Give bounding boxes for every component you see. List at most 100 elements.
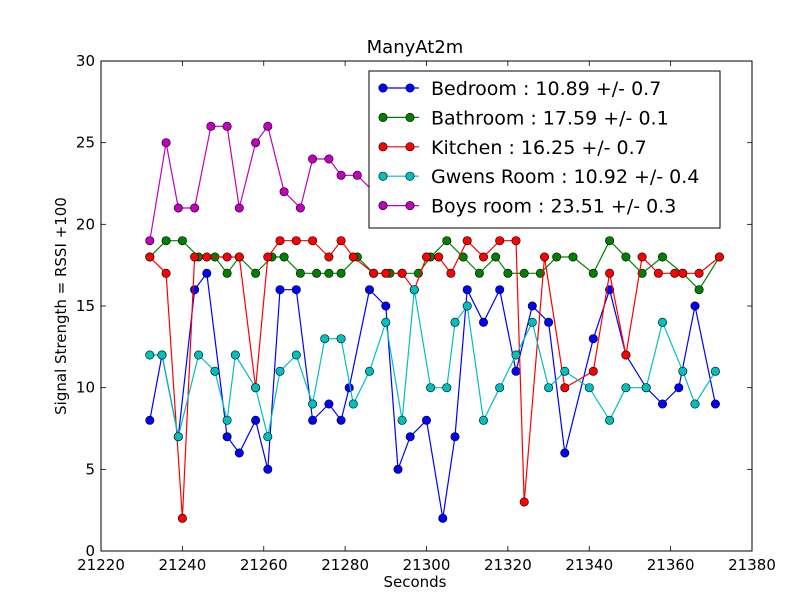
series-0-point-27 [544, 317, 554, 327]
series-3-point-35 [690, 399, 700, 409]
series-2-point-14 [348, 252, 358, 262]
series-2-point-2 [177, 513, 187, 523]
series-1-point-12 [324, 268, 334, 278]
series-0-point-7 [251, 415, 261, 425]
series-4-point-7 [251, 138, 261, 148]
series-3-point-16 [381, 317, 391, 327]
series-3-point-25 [511, 350, 521, 360]
series-1-point-22 [474, 268, 484, 278]
series-0-point-19 [421, 415, 431, 425]
series-1-point-29 [588, 268, 598, 278]
series-2-point-27 [539, 252, 549, 262]
legend-marker-right-3 [405, 171, 415, 181]
series-3-point-21 [450, 317, 460, 327]
series-2-point-37 [714, 252, 724, 262]
series-3-point-0 [145, 350, 155, 360]
series-1-point-11 [312, 268, 322, 278]
series-3-point-2 [173, 432, 183, 442]
series-3-point-34 [678, 366, 688, 376]
series-2-point-11 [308, 236, 318, 246]
series-2-point-29 [588, 366, 598, 376]
series-0-point-22 [462, 285, 472, 295]
series-2-point-34 [670, 268, 680, 278]
legend-box [368, 70, 721, 229]
series-line-1 [149, 239, 720, 291]
x-tick-label-3: 21280 [321, 556, 369, 574]
series-4-point-2 [173, 203, 183, 213]
series-1-point-13 [336, 268, 346, 278]
series-0-point-3 [190, 285, 200, 295]
series-3-point-7 [251, 383, 261, 393]
series-0-point-6 [234, 448, 244, 458]
series-1-point-31 [621, 252, 631, 262]
series-2-point-6 [234, 252, 244, 262]
series-0-point-29 [588, 334, 598, 344]
legend-marker-right-1 [405, 112, 415, 122]
series-3-point-29 [584, 383, 594, 393]
series-2-point-26 [519, 497, 529, 507]
series-1-point-30 [605, 236, 615, 246]
series-0-point-9 [275, 285, 285, 295]
y-tick-label-6: 30 [76, 52, 95, 70]
x-tick-label-4: 21300 [403, 556, 451, 574]
series-2-point-10 [291, 236, 301, 246]
series-1-point-10 [295, 268, 305, 278]
series-2-point-33 [653, 268, 663, 278]
series-3-point-9 [275, 366, 285, 376]
series-3-point-17 [397, 415, 407, 425]
x-tick-label-8: 21380 [728, 556, 776, 574]
series-4-point-1 [161, 138, 171, 148]
series-3-point-15 [364, 366, 374, 376]
series-line-4 [149, 124, 375, 241]
series-0-point-10 [291, 285, 301, 295]
x-tick-label-2: 21260 [240, 556, 288, 574]
series-2-point-5 [222, 252, 232, 262]
legend-marker-left-0 [378, 83, 388, 93]
series-1-point-1 [161, 236, 171, 246]
series-2-point-24 [495, 236, 505, 246]
series-2-point-17 [397, 268, 407, 278]
legend-label-3: Gwens Room : 10.92 +/- 0.4 [431, 166, 699, 188]
series-0-point-34 [674, 383, 684, 393]
plot-area: 21220 21240 21260 21280 21300 21320 21340 21360… [76, 52, 776, 574]
legend-label-4: Boys room : 23.51 +/- 0.3 [431, 196, 676, 218]
series-3-point-30 [605, 415, 615, 425]
legend-marker-left-4 [378, 201, 388, 211]
series-4-point-6 [234, 203, 244, 213]
x-tick-label-0: 21220 [77, 556, 125, 574]
series-2-point-22 [462, 236, 472, 246]
series-3-point-19 [426, 383, 436, 393]
legend-marker-right-4 [405, 201, 415, 211]
series-3-point-13 [336, 334, 346, 344]
series-1-point-28 [568, 252, 578, 262]
y-tick-label-0: 0 [85, 542, 95, 560]
x-tick-label-7: 21360 [647, 556, 695, 574]
series-3-point-3 [194, 350, 204, 360]
series-0-point-21 [450, 432, 460, 442]
series-3-point-27 [544, 383, 554, 393]
series-0-point-0 [145, 415, 155, 425]
series-1-point-25 [519, 268, 529, 278]
series-2-point-23 [478, 252, 488, 262]
series-0-point-18 [405, 432, 415, 442]
series-0-point-17 [393, 464, 403, 474]
series-0-point-13 [336, 415, 346, 425]
series-2-point-35 [678, 268, 688, 278]
series-1-point-35 [694, 285, 704, 295]
series-4-point-4 [206, 121, 216, 131]
series-3-point-1 [157, 350, 167, 360]
series-3-point-22 [462, 301, 472, 311]
series-0-point-15 [364, 285, 374, 295]
series-1-point-2 [177, 236, 187, 246]
series-0-point-36 [710, 399, 720, 409]
series-0-point-25 [511, 366, 521, 376]
y-tick-label-4: 20 [76, 215, 95, 233]
series-2-point-31 [621, 350, 631, 360]
chart-title: ManyAt2m [367, 37, 464, 58]
series-3-point-8 [263, 432, 273, 442]
series-3-point-28 [560, 366, 570, 376]
series-4-point-0 [145, 236, 155, 246]
series-3-point-23 [478, 415, 488, 425]
series-1-point-9 [279, 252, 289, 262]
